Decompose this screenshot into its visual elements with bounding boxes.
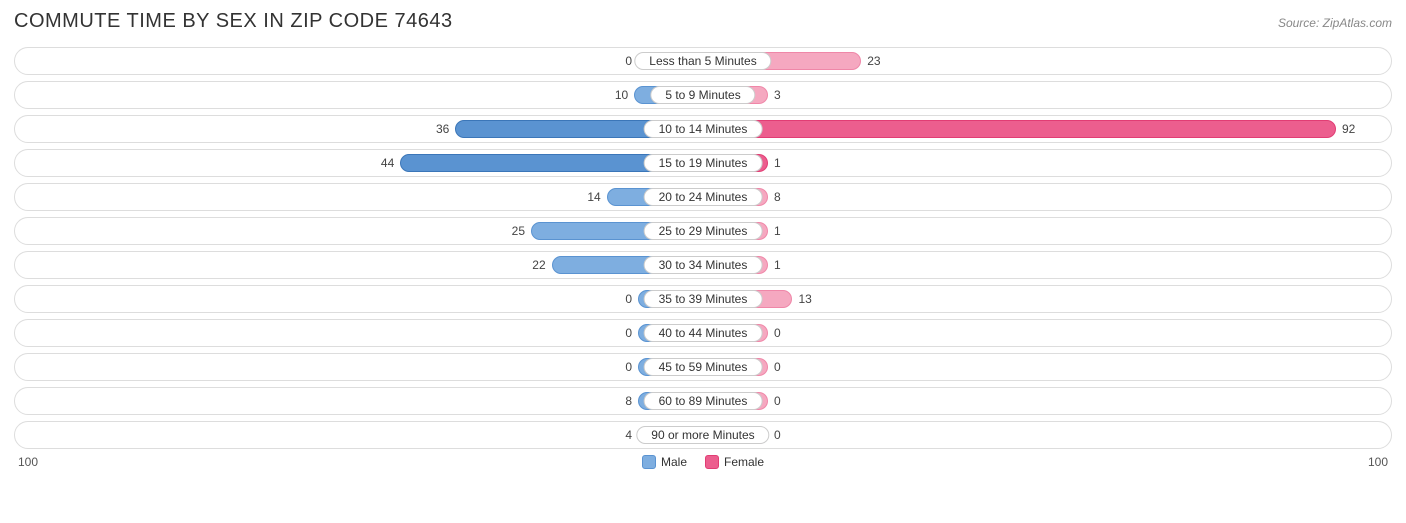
legend-label-female: Female [724,455,764,469]
male-value: 14 [581,190,606,204]
chart-row: 22 1 30 to 34 Minutes [14,251,1392,279]
category-label: 25 to 29 Minutes [644,222,763,240]
male-value: 44 [375,156,400,170]
female-value: 1 [768,224,787,238]
category-label: 20 to 24 Minutes [644,188,763,206]
category-label: 35 to 39 Minutes [644,290,763,308]
female-value: 8 [768,190,787,204]
legend-item-male: Male [642,455,687,469]
female-value: 0 [768,394,787,408]
female-value: 1 [768,156,787,170]
female-value: 0 [768,326,787,340]
axis-max-right: 100 [1368,455,1388,469]
chart-row: 14 8 20 to 24 Minutes [14,183,1392,211]
chart-row: 4 090 or more Minutes [14,421,1392,449]
category-label: Less than 5 Minutes [634,52,771,70]
male-value: 0 [619,360,638,374]
category-label: 40 to 44 Minutes [644,324,763,342]
category-label: 45 to 59 Minutes [644,358,763,376]
male-value: 8 [619,394,638,408]
category-label: 30 to 34 Minutes [644,256,763,274]
legend-label-male: Male [661,455,687,469]
axis-max-left: 100 [18,455,38,469]
chart-row: 10 3 5 to 9 Minutes [14,81,1392,109]
legend-item-female: Female [705,455,764,469]
category-label: 60 to 89 Minutes [644,392,763,410]
chart-row: 36 92 10 to 14 Minutes [14,115,1392,143]
category-label: 10 to 14 Minutes [644,120,763,138]
female-value: 3 [768,88,787,102]
male-value: 0 [619,326,638,340]
male-value: 0 [619,292,638,306]
female-bar [703,120,1336,138]
category-label: 5 to 9 Minutes [650,86,755,104]
swatch-male [642,455,656,469]
chart-header: COMMUTE TIME BY SEX IN ZIP CODE 74643 So… [14,10,1392,33]
chart-row: 023Less than 5 Minutes [14,47,1392,75]
chart-source: Source: ZipAtlas.com [1278,16,1392,30]
chart-row: 44 1 15 to 19 Minutes [14,149,1392,177]
female-value: 23 [861,54,886,68]
female-value: 1 [768,258,787,272]
chart-footer: 100 Male Female 100 [14,455,1392,469]
chart-row: 0 0 40 to 44 Minutes [14,319,1392,347]
female-value: 0 [768,428,787,442]
male-value: 36 [430,122,455,136]
commute-chart: 023Less than 5 Minutes1035 to 9 Minutes3… [14,47,1392,449]
male-value: 22 [526,258,551,272]
male-value: 25 [506,224,531,238]
chart-row: 0 13 35 to 39 Minutes [14,285,1392,313]
swatch-female [705,455,719,469]
chart-title: COMMUTE TIME BY SEX IN ZIP CODE 74643 [14,10,453,33]
legend: Male Female [642,455,764,469]
category-label: 90 or more Minutes [636,426,769,444]
male-value: 4 [619,428,638,442]
chart-row: 0 0 45 to 59 Minutes [14,353,1392,381]
female-value: 13 [792,292,817,306]
female-value: 0 [768,360,787,374]
category-label: 15 to 19 Minutes [644,154,763,172]
female-value: 92 [1336,122,1361,136]
chart-row: 25 1 25 to 29 Minutes [14,217,1392,245]
male-value: 10 [609,88,634,102]
chart-row: 8 0 60 to 89 Minutes [14,387,1392,415]
